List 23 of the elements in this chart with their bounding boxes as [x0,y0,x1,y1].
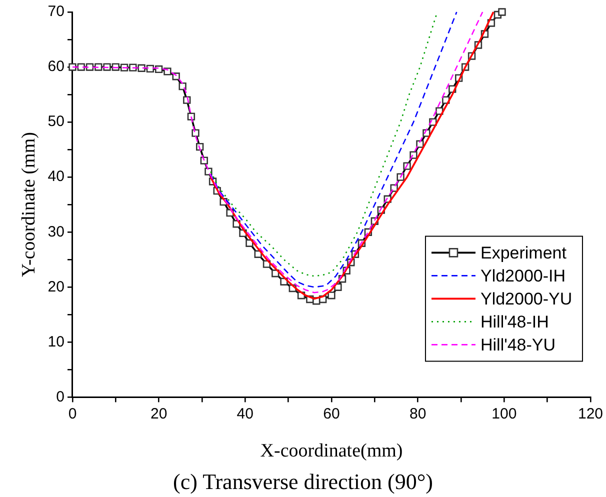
x-tick-label: 0 [68,405,77,422]
text: (c) Transverse direction (90°) [173,469,433,494]
y-axis-title: Y-coordinate (mm) [18,132,40,278]
x-tick-label: 20 [150,405,168,422]
y-tick-label: 50 [48,113,64,130]
x-axis-title: X-coordinate(mm) [260,440,403,462]
y-tick-label: 0 [56,388,64,406]
legend-label: Hill'48-YU [480,335,556,354]
legend-label: Yld2000-IH [480,266,566,286]
x-tick-label: 120 [578,405,603,422]
y-tick-label: 70 [48,3,64,20]
x-tick-label: 60 [323,405,340,422]
y-tick-label: 20 [48,278,64,296]
y-tick-label: 40 [48,168,64,186]
x-tick-label: 100 [492,405,517,422]
legend-label: Experiment [480,243,567,262]
y-tick-label: 60 [48,58,64,76]
y-tick-label: 10 [48,333,64,350]
legend-label: Yld2000-YU [480,289,572,308]
x-tick-label: 40 [236,405,254,422]
x-tick-label: 80 [409,405,426,422]
legend-label: Hill'48-IH [480,312,549,332]
y-tick-label: 30 [48,223,64,240]
